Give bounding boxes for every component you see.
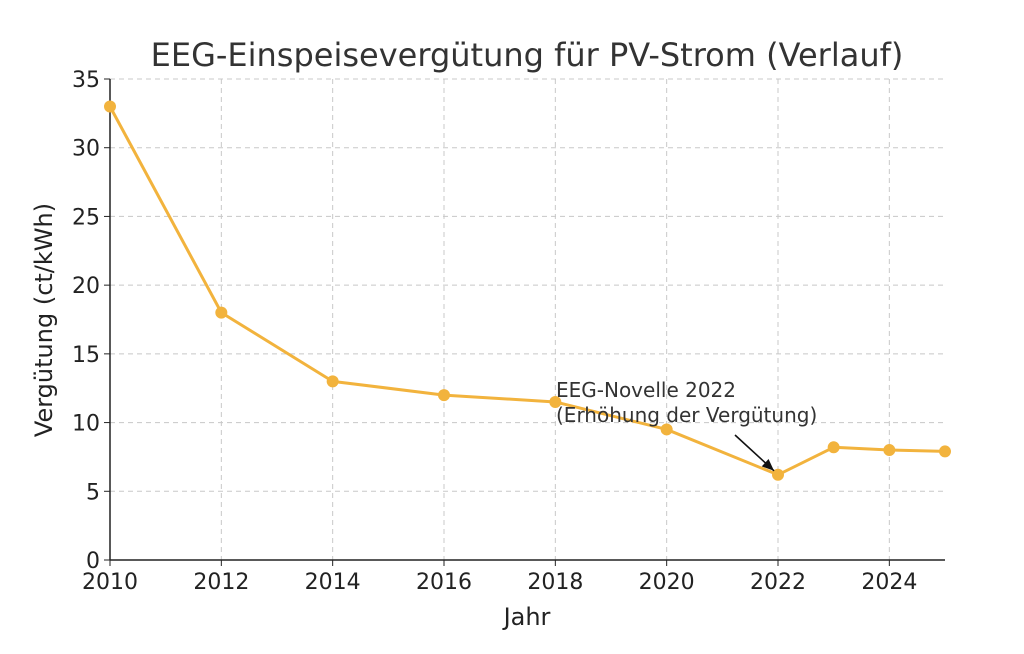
y-tick-label: 0 bbox=[86, 549, 100, 574]
x-tick-label: 2020 bbox=[639, 570, 695, 595]
x-tick-label: 2010 bbox=[82, 570, 138, 595]
x-tick-label: 2012 bbox=[193, 570, 249, 595]
data-point bbox=[215, 306, 228, 319]
data-point bbox=[827, 441, 840, 454]
data-point bbox=[104, 100, 116, 113]
data-point bbox=[939, 445, 951, 458]
y-tick-labels: 0 5 10 15 20 25 30 35 bbox=[72, 68, 100, 574]
x-tick-label: 2016 bbox=[416, 570, 472, 595]
annotation-line-2: (Erhöhung der Vergütung) bbox=[556, 403, 817, 427]
data-point bbox=[326, 375, 339, 388]
axes bbox=[104, 78, 945, 566]
y-tick-label: 25 bbox=[72, 205, 100, 230]
series-line bbox=[108, 105, 946, 477]
y-tick-label: 5 bbox=[86, 480, 100, 505]
y-tick-label: 20 bbox=[72, 274, 100, 299]
annotation-arrowhead bbox=[761, 458, 774, 471]
x-tick-label: 2024 bbox=[861, 570, 917, 595]
data-point bbox=[438, 389, 450, 402]
annotation: EEG-Novelle 2022 (Erhöhung der Vergütung… bbox=[556, 378, 817, 472]
x-tick-label: 2022 bbox=[750, 570, 806, 595]
y-tick-label: 30 bbox=[72, 137, 100, 162]
annotation-line-1: EEG-Novelle 2022 bbox=[556, 378, 736, 402]
chart-title: EEG-Einspeisevergütung für PV-Strom (Ver… bbox=[151, 36, 904, 74]
data-point bbox=[660, 423, 673, 436]
y-tick-label: 10 bbox=[72, 412, 100, 437]
series bbox=[104, 100, 951, 481]
y-axis-label: Vergütung (ct/kWh) bbox=[30, 203, 58, 437]
x-tick-labels: 2010 2012 2014 2016 2018 2020 2022 2024 bbox=[82, 570, 917, 595]
x-axis-label: Jahr bbox=[502, 603, 551, 631]
x-tick-label: 2018 bbox=[527, 570, 583, 595]
data-point bbox=[549, 395, 562, 408]
y-tick-label: 35 bbox=[72, 68, 100, 93]
data-point bbox=[772, 468, 784, 481]
y-tick-label: 15 bbox=[72, 343, 100, 368]
data-point bbox=[883, 444, 896, 457]
x-tick-label: 2014 bbox=[305, 570, 361, 595]
